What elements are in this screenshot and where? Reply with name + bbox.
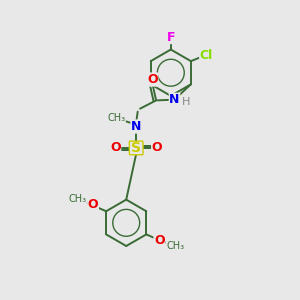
Text: O: O: [147, 73, 158, 86]
Text: F: F: [167, 31, 175, 44]
Text: Cl: Cl: [200, 49, 213, 62]
Text: O: O: [152, 141, 162, 154]
Text: CH₃: CH₃: [166, 241, 184, 251]
Text: N: N: [169, 93, 180, 106]
Text: N: N: [131, 120, 141, 133]
Text: H: H: [182, 97, 190, 106]
Text: CH₃: CH₃: [107, 113, 125, 123]
FancyBboxPatch shape: [129, 141, 143, 155]
Text: O: O: [154, 235, 165, 248]
Text: CH₃: CH₃: [68, 194, 86, 204]
Text: S: S: [131, 141, 141, 155]
Text: O: O: [110, 141, 121, 154]
Text: O: O: [88, 198, 98, 211]
